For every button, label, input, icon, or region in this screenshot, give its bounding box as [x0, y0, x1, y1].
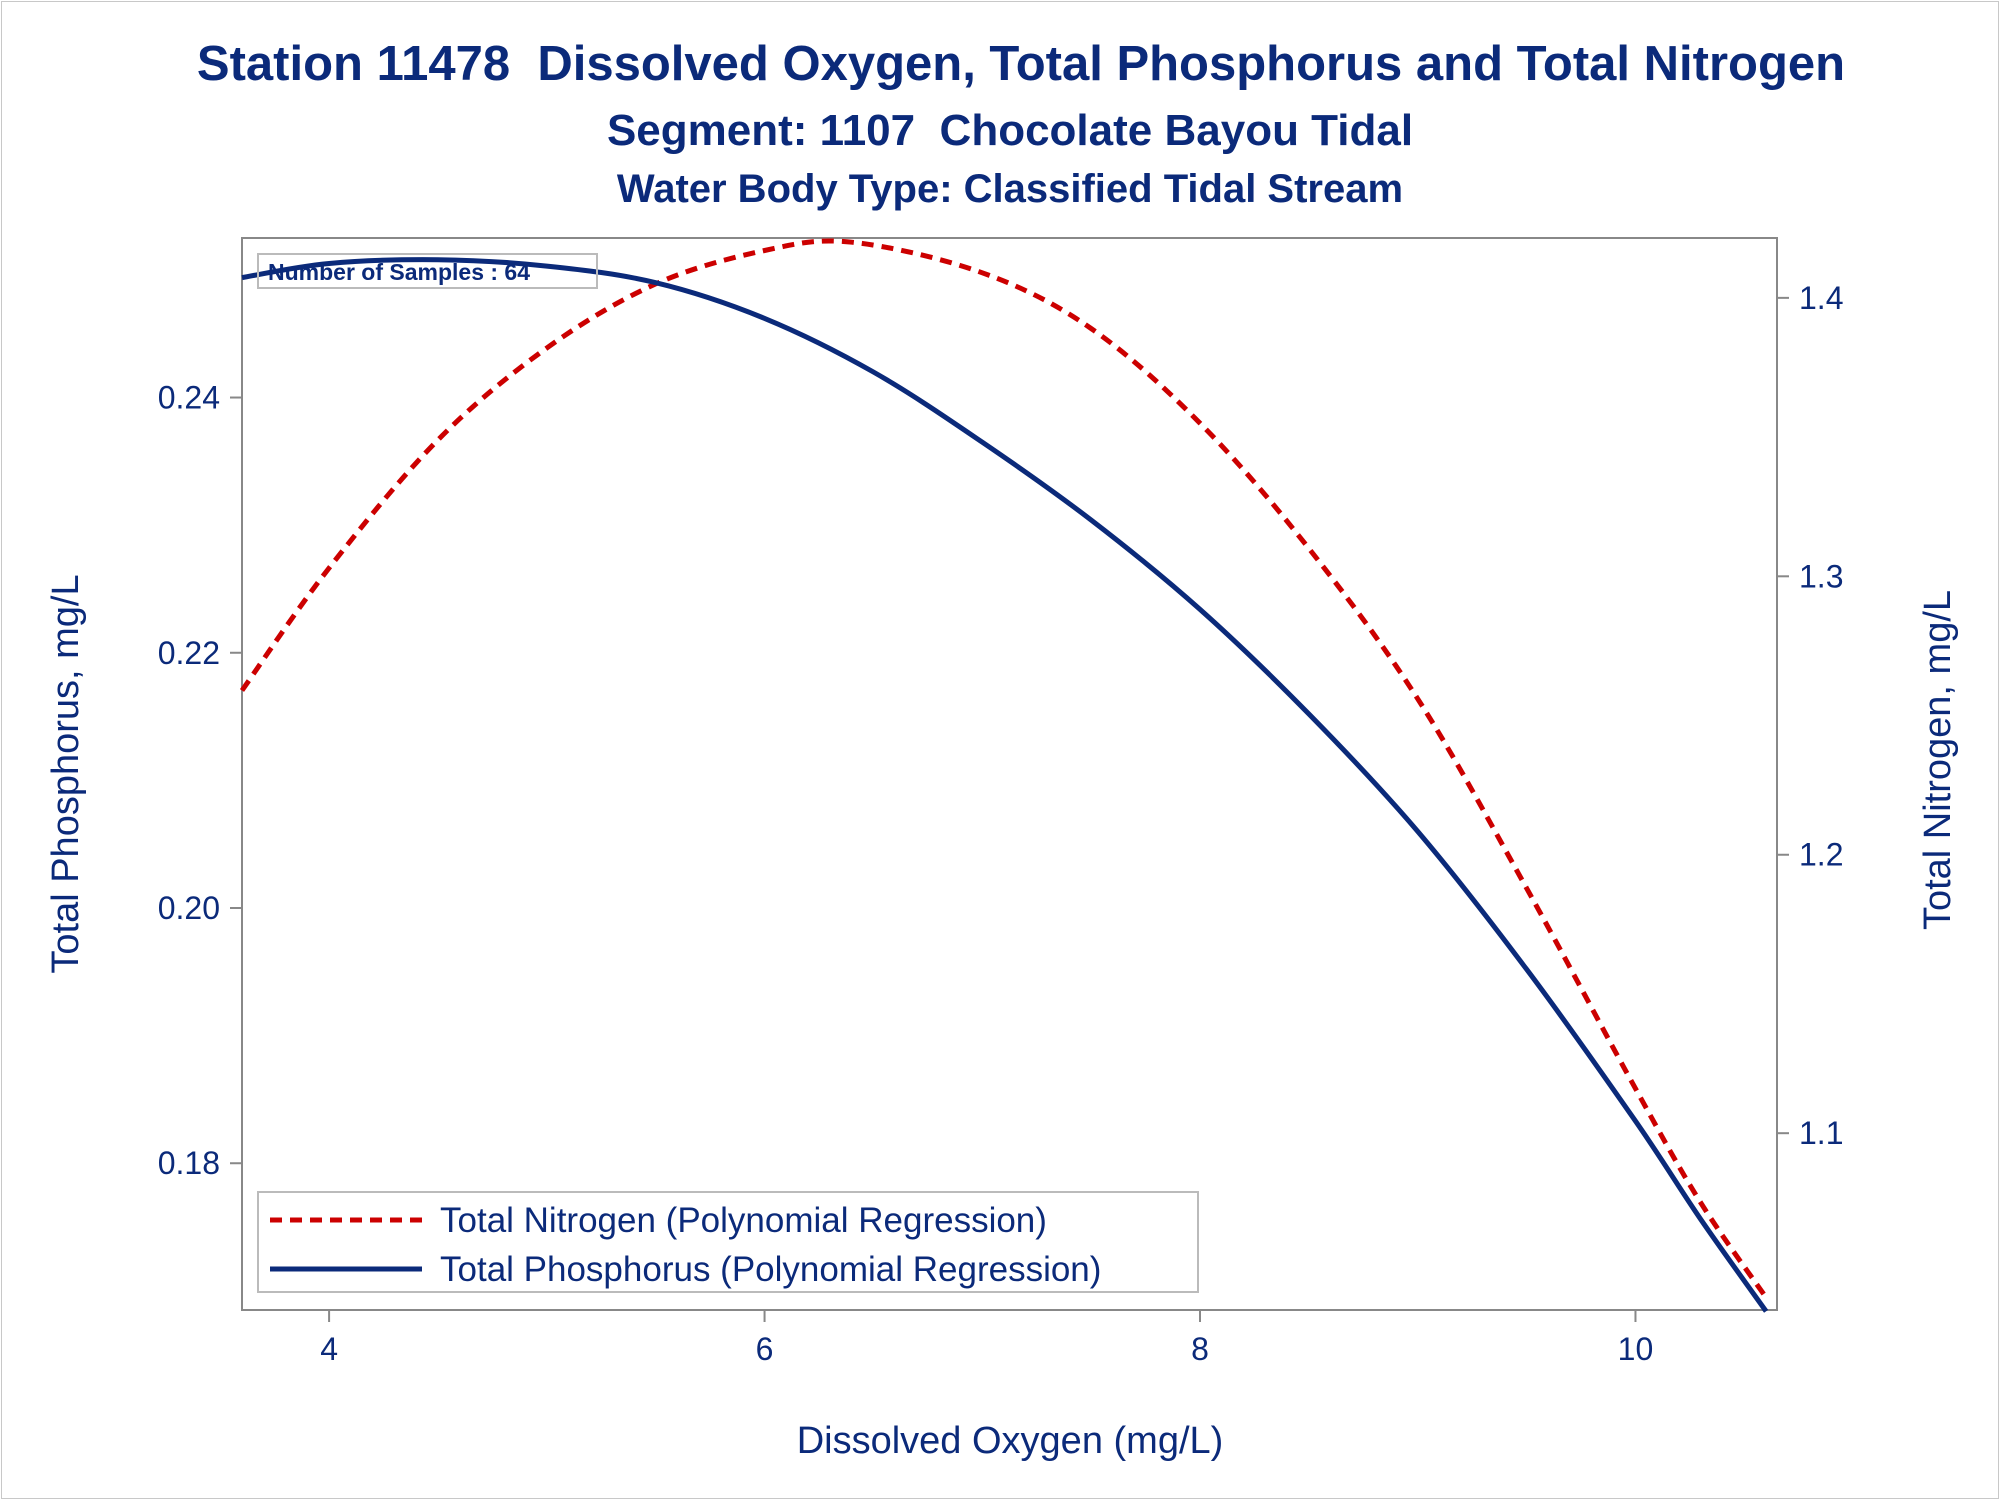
y2-tick-label: 1.2: [1799, 837, 1843, 873]
x-tick-label: 6: [756, 1331, 774, 1367]
legend-label-nitrogen: Total Nitrogen (Polynomial Regression): [440, 1201, 1047, 1240]
y-tick-label: 0.18: [158, 1145, 220, 1181]
x-axis-label: Dissolved Oxygen (mg/L): [797, 1420, 1224, 1462]
chart-subtitle-waterbody: Water Body Type: Classified Tidal Stream: [616, 167, 1404, 211]
y-axis-label: Total Phosphorus, mg/L: [45, 574, 87, 973]
y2-tick-label: 1.3: [1799, 558, 1843, 594]
phosphorus-series-line: [241, 257, 1769, 1313]
y2-axis-ticks: 1.1 1.2 1.3 1.4: [1777, 280, 1843, 1151]
y-tick-label: 0.22: [158, 635, 220, 671]
y-tick-label: 0.24: [158, 380, 220, 416]
nitrogen-series-line: [239, 238, 1769, 1299]
chart-title: Station 11478 Dissolved Oxygen, Total Ph…: [196, 37, 1846, 91]
series-layer: [239, 238, 1769, 1313]
y-tick-label: 0.20: [158, 890, 220, 926]
chart-subtitle-segment: Segment: 1107 Chocolate Bayou Tidal: [606, 106, 1414, 155]
legend: Total Nitrogen (Polynomial Regression) T…: [257, 1191, 1199, 1293]
plot-area: [241, 237, 1778, 1311]
legend-label-phosphorus: Total Phosphorus (Polynomial Regression): [440, 1250, 1101, 1289]
x-tick-label: 8: [1191, 1331, 1209, 1367]
y2-tick-label: 1.4: [1799, 280, 1843, 316]
sample-count-annotation: Number of Samples : 64: [257, 253, 598, 289]
x-axis-ticks: 4 6 8 10: [320, 1310, 1653, 1367]
y-axis-ticks: 0.18 0.20 0.22 0.24: [158, 380, 242, 1181]
y2-tick-label: 1.1: [1799, 1115, 1843, 1151]
x-tick-label: 10: [1618, 1331, 1654, 1367]
y2-axis-label: Total Nitrogen, mg/L: [1917, 590, 1959, 930]
sample-count-text: Number of Samples : 64: [268, 259, 530, 285]
x-tick-label: 4: [320, 1331, 338, 1367]
